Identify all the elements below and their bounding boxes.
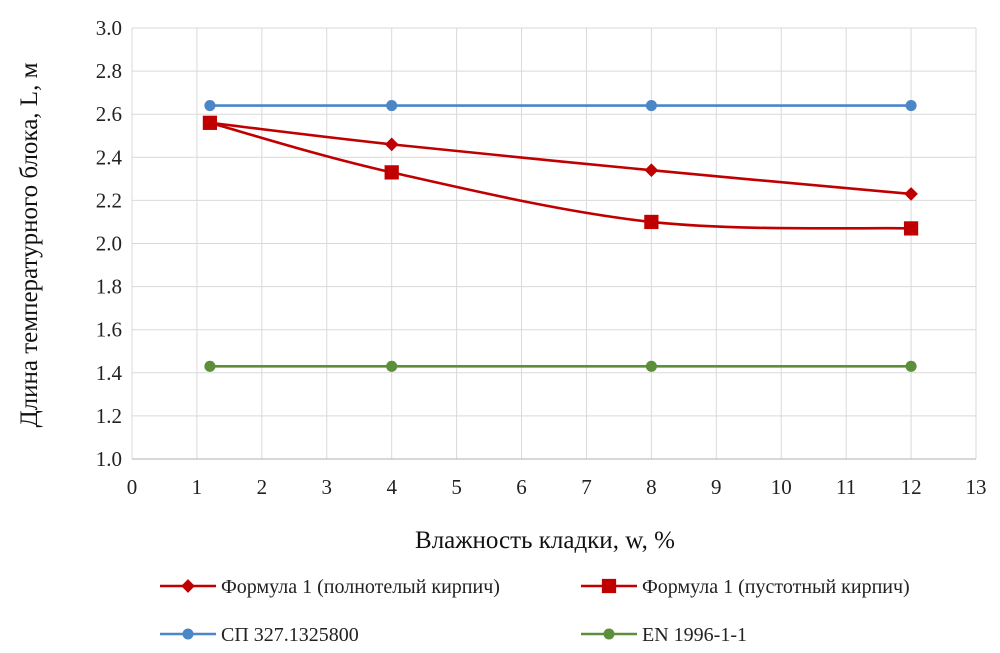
x-tick-label: 7	[581, 475, 592, 499]
legend-marker	[181, 579, 195, 593]
legend-item: СП 327.1325800	[160, 624, 359, 646]
y-tick-label: 1.2	[96, 404, 122, 428]
x-tick-label: 4	[386, 475, 397, 499]
x-tick-label: 3	[322, 475, 333, 499]
legend: Формула 1 (полнотелый кирпич) Формула 1 (…	[160, 576, 910, 646]
series-3	[204, 360, 917, 372]
series-2	[204, 100, 917, 112]
x-tick-label: 8	[646, 475, 657, 499]
legend-marker	[603, 628, 615, 640]
series-1	[202, 115, 919, 236]
x-tick-label: 0	[127, 475, 138, 499]
y-tick-label: 1.0	[96, 447, 122, 471]
x-tick-label: 12	[901, 475, 922, 499]
data-point	[904, 187, 918, 201]
y-tick-label: 1.4	[96, 361, 123, 385]
data-point	[386, 360, 398, 372]
data-point	[903, 221, 919, 236]
data-point	[644, 214, 659, 230]
y-tick-label: 2.2	[96, 188, 122, 212]
legend-item: EN 1996-1-1	[581, 624, 747, 646]
y-axis-title: Длина температурного блока, L, м	[16, 62, 43, 427]
y-tick-label: 1.8	[96, 275, 122, 299]
x-tick-label: 9	[711, 475, 722, 499]
data-point	[384, 165, 399, 180]
data-point	[905, 360, 917, 372]
x-axis-ticks: 0 1 2 3 4 5 6 7 8 9 10 11 12 13	[127, 475, 987, 499]
legend-label: Формула 1 (полнотелый кирпич)	[221, 576, 500, 598]
series-line	[209, 121, 912, 230]
x-tick-label: 13	[966, 475, 987, 499]
data-point	[204, 360, 216, 372]
y-tick-label: 2.4	[96, 145, 123, 169]
x-tick-label: 2	[257, 475, 268, 499]
data-point	[202, 115, 218, 130]
data-point	[905, 100, 917, 112]
x-tick-label: 5	[451, 475, 462, 499]
data-point	[645, 100, 657, 112]
x-axis-title: Влажность кладки, w, %	[415, 527, 675, 554]
legend-marker	[182, 628, 194, 640]
x-tick-label: 1	[192, 475, 203, 499]
data-point	[386, 100, 398, 112]
data-point	[645, 360, 657, 372]
legend-marker	[601, 578, 617, 594]
legend-item: Формула 1 (полнотелый кирпич)	[160, 576, 500, 598]
series-0	[203, 115, 918, 201]
y-tick-label: 2.0	[96, 232, 122, 256]
legend-label: EN 1996-1-1	[642, 624, 747, 646]
legend-label: Формула 1 (пустотный кирпич)	[642, 576, 910, 598]
data-point	[644, 163, 659, 178]
y-tick-label: 1.6	[96, 318, 122, 342]
legend-item: Формула 1 (пустотный кирпич)	[581, 576, 910, 598]
y-tick-label: 3.0	[96, 16, 122, 40]
legend-label: СП 327.1325800	[221, 624, 359, 646]
x-tick-label: 11	[836, 475, 856, 499]
data-point	[384, 137, 399, 152]
x-tick-label: 6	[516, 475, 527, 499]
y-tick-label: 2.6	[96, 102, 122, 126]
series-line	[209, 121, 912, 196]
x-tick-label: 10	[771, 475, 792, 499]
grid	[131, 27, 977, 460]
y-axis-ticks: 1.0 1.2 1.4 1.6 1.8 2.0 2.2 2.4 2.6 2.8 3.0	[96, 16, 123, 471]
series-layer	[202, 100, 919, 372]
y-tick-label: 2.8	[96, 59, 122, 83]
data-point	[204, 100, 216, 112]
